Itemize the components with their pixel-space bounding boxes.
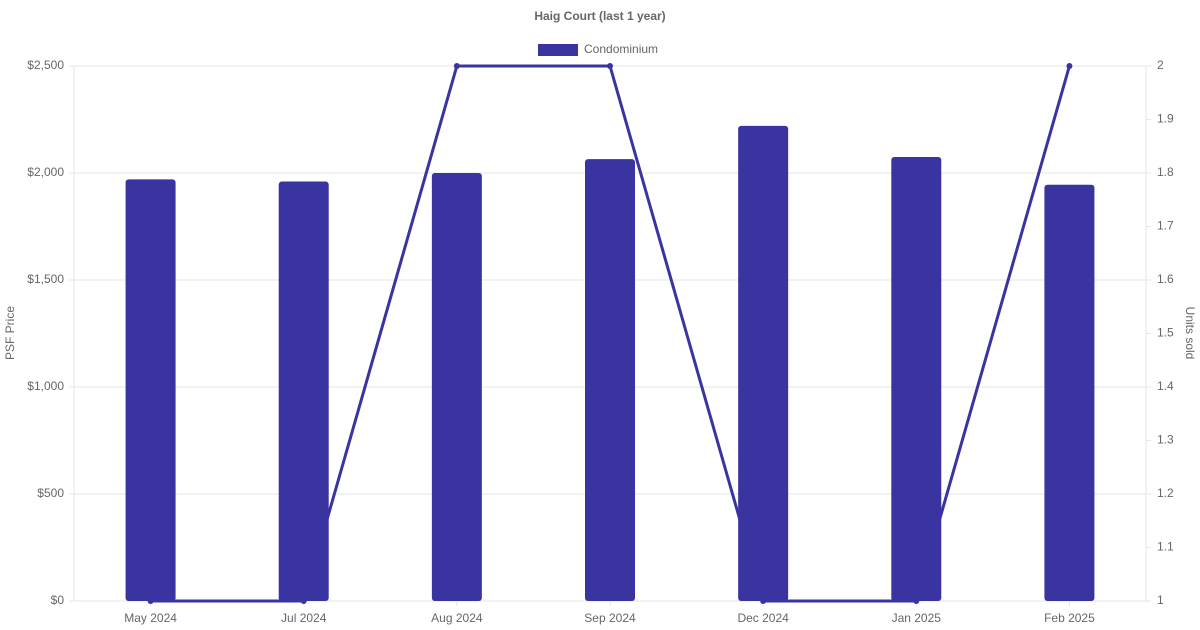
point	[1066, 63, 1073, 69]
y2-tick-label: 1.8	[1157, 165, 1174, 179]
y-tick-label: $2,000	[27, 165, 64, 179]
y-tick-label: $1,500	[27, 272, 64, 286]
point	[300, 598, 307, 604]
bar	[585, 159, 635, 601]
y-tick-label: $1,000	[27, 379, 64, 393]
point	[760, 598, 767, 604]
legend-swatch	[538, 44, 578, 56]
legend-label: Condominium	[584, 42, 658, 56]
x-tick-label: Sep 2024	[584, 611, 636, 625]
point	[453, 63, 460, 69]
x-tick-label: May 2024	[124, 611, 177, 625]
bar	[738, 125, 789, 602]
y2-axis-label: Units sold	[1183, 307, 1197, 360]
bar	[278, 181, 329, 601]
x-tick-label: Feb 2025	[1044, 611, 1095, 625]
y2-tick-label: 1.3	[1157, 433, 1174, 447]
y2-tick-label: 1.1	[1157, 540, 1174, 554]
chart-title: Haig Court (last 1 year)	[534, 9, 665, 23]
bar	[431, 173, 482, 601]
y2-tick-label: 1.9	[1157, 112, 1174, 126]
y2-tick-label: 1	[1157, 593, 1164, 607]
point	[607, 63, 613, 69]
y2-tick-label: 1.2	[1157, 486, 1174, 500]
x-tick-label: Dec 2024	[737, 611, 789, 625]
y2-tick-label: 2	[1157, 58, 1164, 72]
y-tick-label: $500	[37, 486, 64, 500]
x-tick-label: Jul 2024	[281, 611, 327, 625]
y-axis-label: PSF Price	[3, 306, 17, 360]
y-tick-label: $2,500	[27, 58, 64, 72]
y2-tick-label: 1.5	[1157, 326, 1174, 340]
y2-tick-label: 1.6	[1157, 272, 1174, 286]
bar	[1044, 184, 1095, 601]
x-tick-label: Aug 2024	[431, 611, 483, 625]
y-tick-label: $0	[51, 593, 65, 607]
bar	[125, 179, 176, 602]
x-tick-label: Jan 2025	[892, 611, 942, 625]
point	[913, 598, 920, 604]
y2-tick-label: 1.4	[1157, 379, 1174, 393]
point	[147, 598, 154, 604]
y2-tick-label: 1.7	[1157, 219, 1174, 233]
bar	[891, 156, 942, 601]
